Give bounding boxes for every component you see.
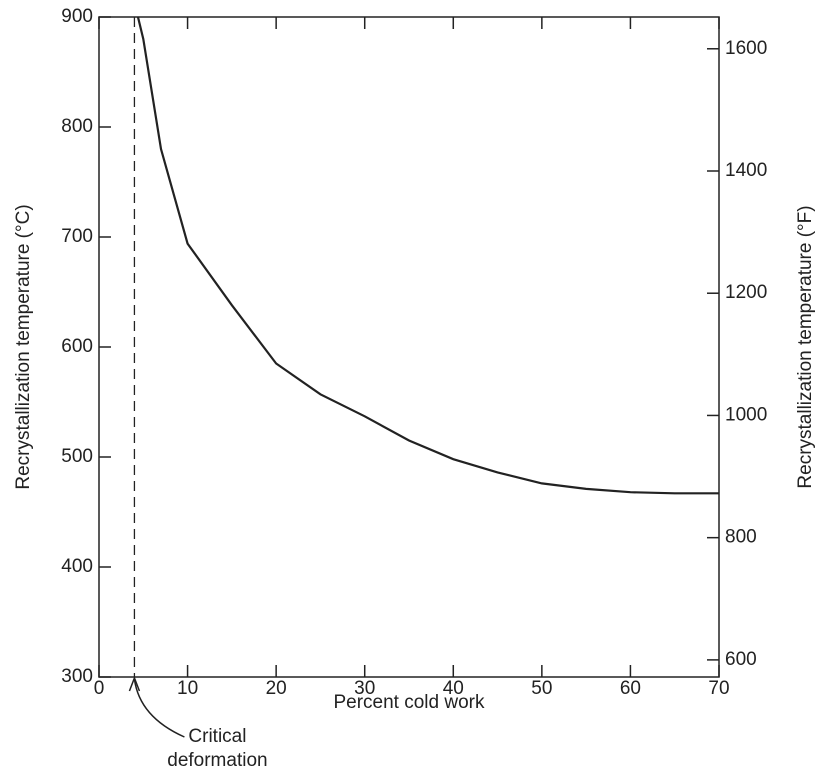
y-tick-label: 800: [61, 116, 93, 137]
y-tick-label: 900: [61, 6, 93, 27]
y-tick-label: 400: [61, 556, 93, 577]
line: [136, 16, 719, 495]
x-tick-label: 60: [620, 678, 641, 699]
y2-tick-label: 600: [725, 649, 757, 670]
y-axis-label: Recrystallization temperature (°C): [13, 204, 34, 489]
y2-tick-label: 1600: [725, 38, 767, 59]
x-tick-label: 30: [354, 678, 375, 699]
x-axis-label: Percent cold work: [333, 692, 485, 713]
x-tick-label: 70: [708, 678, 729, 699]
y2-tick-label: 1200: [725, 282, 767, 303]
annotation-arrow: [133, 678, 185, 738]
x-tick-label: 40: [443, 678, 464, 699]
y-tick-label: 700: [61, 226, 93, 247]
y2-tick-label: 1000: [725, 404, 767, 425]
plot-frame: [98, 16, 720, 678]
x-tick-label: 20: [266, 678, 287, 699]
y-tick-label: 500: [61, 446, 93, 467]
y2-tick-label: 800: [725, 527, 757, 548]
x-tick-label: 50: [531, 678, 552, 699]
annotation-text: Critical: [188, 726, 246, 747]
x-tick-label: 0: [94, 678, 105, 699]
y-tick-label: 300: [61, 666, 93, 687]
y-tick-label: 600: [61, 336, 93, 357]
y2-tick-label: 1400: [725, 160, 767, 181]
annotation-text: deformation: [167, 750, 267, 766]
arrow-head: [128, 675, 141, 692]
y2-axis-label: Recrystallization temperature (°F): [795, 205, 816, 488]
x-tick-label: 10: [177, 678, 198, 699]
